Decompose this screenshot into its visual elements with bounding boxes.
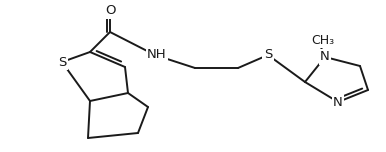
Text: N: N	[320, 50, 330, 64]
Text: S: S	[58, 55, 66, 69]
Text: NH: NH	[147, 48, 167, 62]
Text: S: S	[264, 48, 272, 62]
Text: CH₃: CH₃	[312, 33, 335, 47]
Text: O: O	[105, 5, 115, 17]
Text: N: N	[333, 95, 343, 109]
